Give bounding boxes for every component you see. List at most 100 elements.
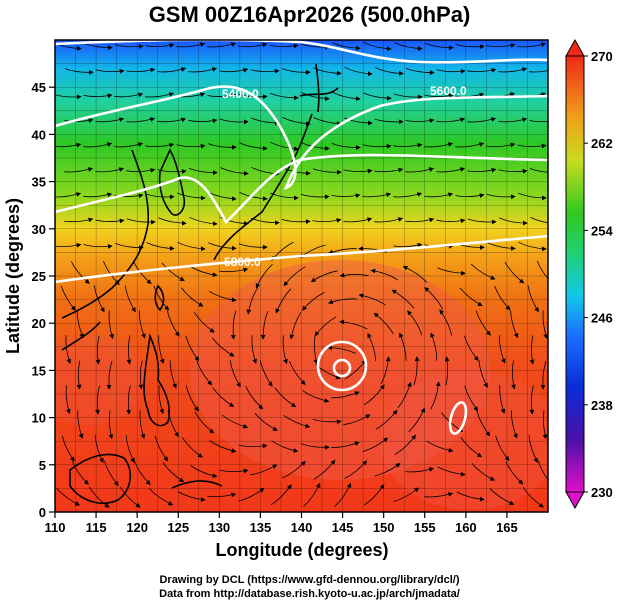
streamline-arrow [94,435,104,464]
streamline-arrow [126,385,131,415]
streamline-arrow [498,168,528,174]
streamline-arrow [529,335,535,365]
streamline-arrow [212,387,235,407]
streamline-arrow [437,466,466,477]
streamline-arrow [393,93,423,100]
coastlines [61,63,339,504]
streamline-arrow [162,462,185,483]
streamline-arrow [399,332,407,361]
streamline-arrow [154,435,169,462]
streamline-arrow [207,93,237,98]
streamline-arrow [106,360,113,390]
streamline-arrow [405,68,435,76]
streamline-arrow [344,117,373,126]
streamline-arrow [332,92,361,102]
streamline-arrow [83,142,113,148]
streamline-arrow [331,391,360,399]
streamline-arrow [402,265,428,283]
streamline-arrow [238,243,268,250]
x-tick-label: 130 [208,520,230,535]
streamline-arrow [439,309,453,336]
streamline-arrow [185,385,199,412]
streamline-arrow [303,482,321,507]
x-axis-label: Longitude (degrees) [215,540,388,560]
streamline-arrow [145,43,175,48]
cyclone-contour-inner [332,358,352,378]
streamline-arrow [65,385,71,415]
y-axis-label: Latitude (degrees) [3,198,23,354]
streamline-arrow [166,310,180,337]
streamline-arrow [517,42,547,48]
y-tick-label: 10 [32,411,46,426]
streamline-arrow [313,335,319,365]
streamline-arrow [487,242,516,251]
streamline-arrow [220,167,249,176]
streamline-arrow [158,385,164,414]
streamline-arrow [373,312,394,335]
streamline-arrow [126,117,156,123]
colorbar-tick-label: 270 [591,49,613,64]
streamline-arrow [393,142,423,148]
streamline-arrow [444,356,450,386]
streamline-arrow [313,459,336,480]
streamline-arrow [220,217,249,226]
cyclone-contour-outer [316,340,368,392]
streamline-arrow [486,43,516,48]
streamline-arrow [344,359,367,380]
streamline-arrow [540,360,547,390]
streamline-arrow [289,312,302,340]
streamline-arrow [528,435,538,463]
streamline-arrow [498,335,506,364]
streamline-arrow [104,460,119,487]
streamline-arrow [149,488,174,506]
streamline-arrow [125,435,135,464]
streamline-arrow [65,335,72,364]
credit-dcl: Drawing by DCL (https://www.gfd-dennou.o… [159,574,460,586]
streamline-arrow [95,68,125,74]
streamline-arrow [464,385,479,412]
coastline-taiwan [154,284,165,312]
streamline-arrow [283,414,311,429]
streamline-arrow [153,285,170,311]
chart-title: GSM 00Z16Apr2026 (500.0hPa) [148,2,471,27]
streamline-arrow [476,410,491,437]
streamline-arrow [114,243,144,251]
colorbar-tick-label: 262 [591,136,613,151]
streamline-arrow [328,248,357,255]
streamline-arrow [374,167,404,173]
streamline-arrow [177,491,206,502]
streamline-arrow [126,67,156,73]
colorbar-tick-label: 246 [591,311,613,326]
streamline-arrow [260,311,269,340]
streamline-arrow [394,42,423,51]
streamline-arrow [219,67,249,73]
streamline-arrow [185,335,200,362]
streamline-arrow [495,435,510,462]
x-tick-label: 155 [414,520,436,535]
streamline-arrow [527,285,539,313]
streamline-arrow [188,168,218,176]
contour-line-2 [55,85,548,191]
streamline-arrow [95,218,125,224]
streamline-arrow [60,285,76,311]
streamline-arrow [459,287,483,307]
streamline-arrow [455,44,485,50]
streamline-arrow [108,410,114,440]
streamline-arrow [358,246,388,253]
streamline-arrow [270,141,299,152]
streamline-arrow [64,118,94,123]
streamline-arrow [193,311,215,333]
streamline-arrow [158,335,165,364]
x-tick-label: 140 [291,520,313,535]
coastline-sakhalin [315,63,320,113]
streamline-arrow [83,244,113,249]
streamline-arrow [55,142,82,148]
streamline-arrow [189,266,218,278]
coastline-borneo [69,453,131,504]
streamline-arrow [505,461,524,485]
streamline-arrow [542,410,548,440]
streamline-arrow [177,192,206,201]
streamline-arrow [271,440,299,453]
streamline-arrow [430,381,441,410]
